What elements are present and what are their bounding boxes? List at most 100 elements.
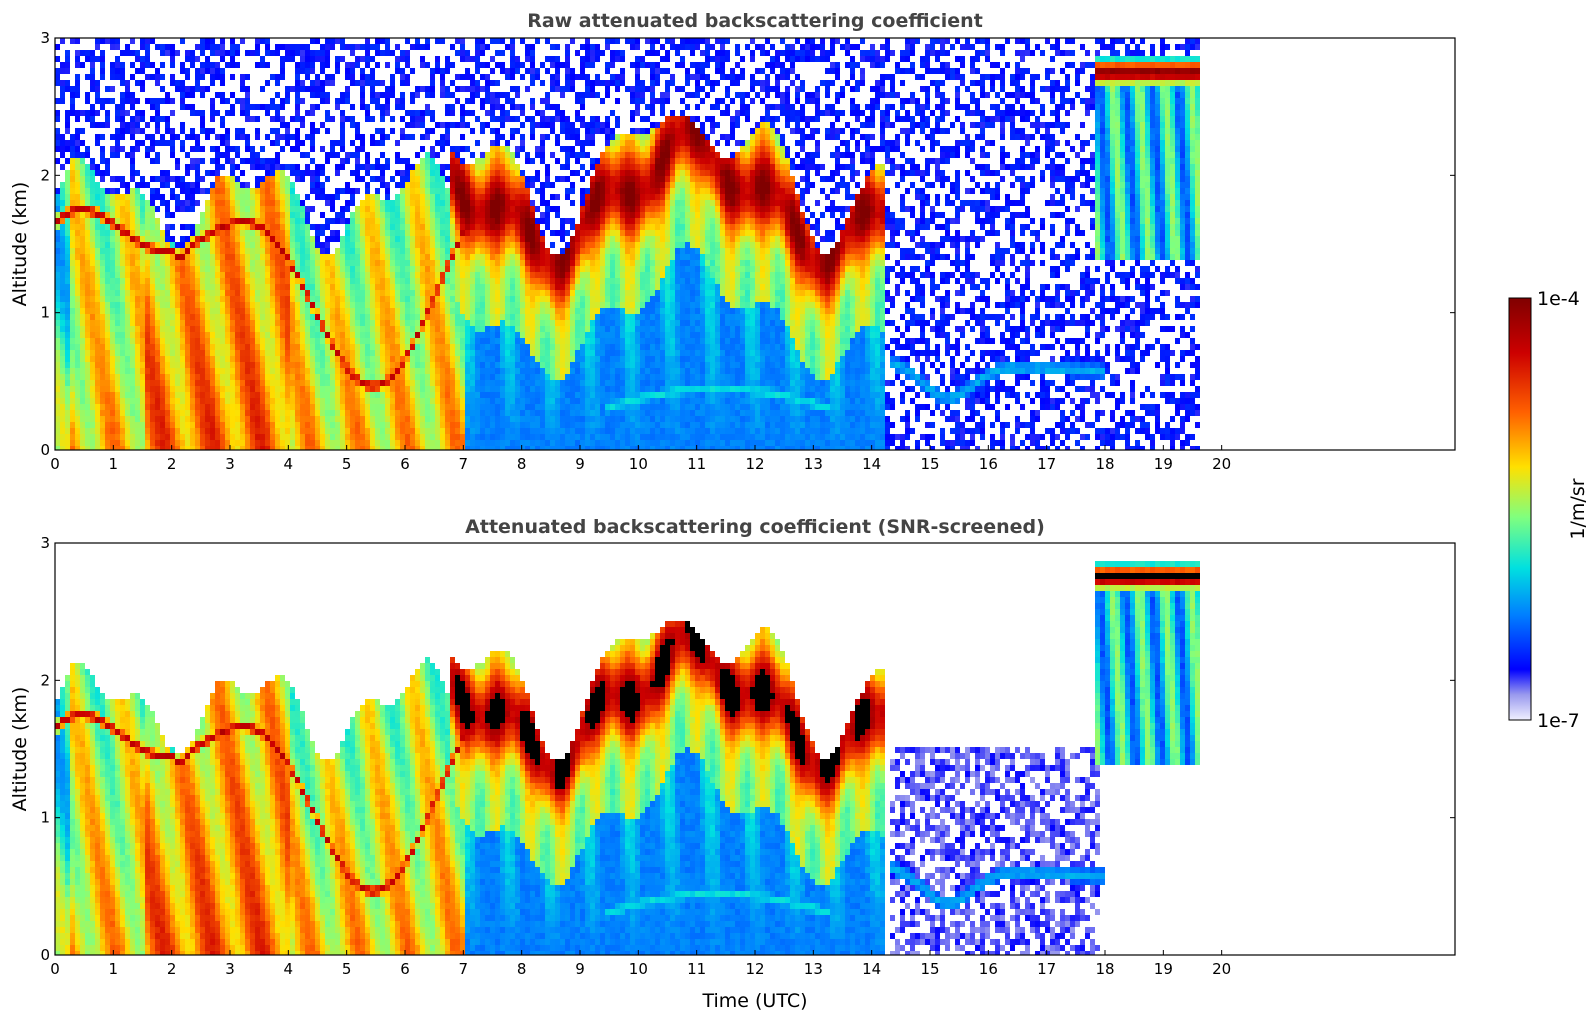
heatmap-cell (95, 200, 100, 206)
heatmap-cell (175, 302, 180, 308)
heatmap-cell (115, 38, 120, 44)
heatmap-cell (450, 146, 455, 152)
heatmap-cell (190, 398, 195, 404)
heatmap-cell (485, 158, 490, 164)
heatmap-cell (395, 170, 400, 176)
heatmap-cell (305, 350, 310, 356)
heatmap-cell (215, 92, 220, 98)
heatmap-cell (105, 242, 110, 248)
heatmap-cell (210, 74, 215, 80)
heatmap-cell (380, 266, 385, 272)
heatmap-cell (380, 410, 385, 416)
heatmap-cell (165, 410, 170, 416)
heatmap-cell (265, 110, 270, 116)
heatmap-cell (350, 416, 355, 422)
heatmap-cell (145, 446, 150, 450)
heatmap-cell (420, 188, 425, 194)
heatmap-cell (110, 194, 115, 200)
heatmap-cell (220, 44, 225, 50)
heatmap-cell (195, 140, 200, 146)
heatmap-cell (230, 146, 235, 152)
heatmap-cell (490, 170, 495, 176)
heatmap-cell (120, 272, 125, 278)
heatmap-cell (395, 44, 400, 50)
heatmap-cell (390, 248, 395, 254)
heatmap-cell (370, 416, 375, 422)
heatmap-cell (140, 374, 145, 380)
heatmap-cell (425, 170, 430, 176)
heatmap-cell (235, 50, 240, 56)
heatmap-cell (125, 194, 130, 200)
heatmap-cell (440, 362, 445, 368)
heatmap-cell (140, 224, 145, 230)
heatmap-cell (215, 50, 220, 56)
heatmap-cell (200, 128, 205, 134)
heatmap-cell (315, 302, 320, 308)
heatmap-cell (400, 284, 405, 290)
heatmap-cell (120, 410, 125, 416)
heatmap-cell (125, 368, 130, 374)
heatmap-cell (185, 416, 190, 422)
heatmap-cell (325, 158, 330, 164)
heatmap-cell (140, 194, 145, 200)
heatmap-cell (275, 128, 280, 134)
heatmap-cell (310, 338, 315, 344)
heatmap-cell (270, 284, 275, 290)
heatmap-cell (275, 302, 280, 308)
heatmap-cell (345, 74, 350, 80)
heatmap-cell (385, 158, 390, 164)
heatmap-cell (490, 200, 495, 206)
heatmap-cell (460, 326, 465, 332)
heatmap-cell (485, 410, 490, 416)
heatmap-cell (420, 134, 425, 140)
heatmap-cell (315, 236, 320, 242)
heatmap-cell (260, 356, 265, 362)
heatmap-cell (485, 350, 490, 356)
heatmap-cell (115, 386, 120, 392)
heatmap-cell (475, 404, 480, 410)
heatmap-cell (440, 446, 445, 450)
heatmap-cell (190, 266, 195, 272)
heatmap-cell (90, 104, 95, 110)
heatmap-cell (265, 296, 270, 302)
heatmap-cell (185, 284, 190, 290)
heatmap-cell (255, 410, 260, 416)
heatmap-cell (115, 398, 120, 404)
heatmap-cell (100, 242, 105, 248)
heatmap-cell (405, 242, 410, 248)
heatmap-cell (375, 254, 380, 260)
heatmap-cell (355, 356, 360, 362)
heatmap-cell (135, 116, 140, 122)
heatmap-cell (340, 164, 345, 170)
heatmap-cell (160, 248, 165, 254)
heatmap-cell (400, 278, 405, 284)
heatmap-cell (435, 344, 440, 350)
heatmap-cell (325, 410, 330, 416)
heatmap-cell (170, 188, 175, 194)
heatmap-cell (125, 212, 130, 218)
heatmap-cell (225, 302, 230, 308)
heatmap-cell (95, 296, 100, 302)
heatmap-cell (210, 44, 215, 50)
heatmap-cell (485, 248, 490, 254)
heatmap-cell (275, 164, 280, 170)
heatmap-cell (175, 326, 180, 332)
heatmap-cell (320, 428, 325, 434)
heatmap-cell (400, 200, 405, 206)
heatmap-cell (470, 236, 475, 242)
heatmap-cell (490, 140, 495, 146)
heatmap-cell (480, 206, 485, 212)
heatmap-cell (95, 308, 100, 314)
heatmap-cell (360, 338, 365, 344)
heatmap-cell (230, 44, 235, 50)
heatmap-cell (230, 110, 235, 116)
heatmap-cell (440, 428, 445, 434)
heatmap-cell (170, 398, 175, 404)
heatmap-cell (340, 368, 345, 374)
heatmap-cell (295, 44, 300, 50)
heatmap-cell (285, 242, 290, 248)
heatmap-cell (245, 206, 250, 212)
heatmap-cell (450, 188, 455, 194)
heatmap-cell (55, 218, 60, 224)
heatmap-cell (400, 116, 405, 122)
